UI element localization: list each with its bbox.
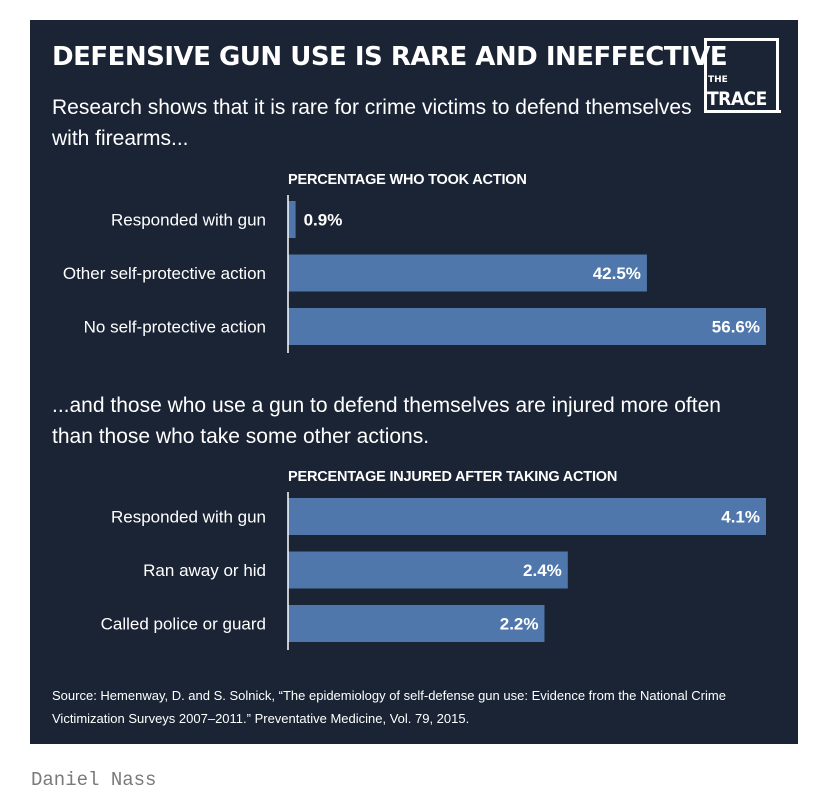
- chart-injured: Responded with gun 4.1% Ran away or hid 2.4…: [101, 492, 766, 650]
- infographic-title: DEFENSIVE GUN USE IS RARE AND INEFFECTIV…: [52, 42, 728, 72]
- the-trace-logo: THE TRACE: [704, 38, 784, 120]
- category-label: Other self-protective action: [63, 264, 266, 283]
- chart-2-title: PERCENTAGE INJURED AFTER TAKING ACTION: [288, 469, 618, 485]
- value-label: 2.2%: [500, 615, 539, 634]
- bar-0-2: [288, 308, 766, 345]
- category-label: Called police or guard: [101, 615, 266, 634]
- author-credit: Daniel Nass: [31, 769, 157, 791]
- category-label: No self-protective action: [84, 318, 266, 337]
- category-label: Responded with gun: [111, 508, 266, 527]
- bar-0-1: [288, 254, 647, 292]
- logo-trace-text: TRACE: [707, 88, 781, 113]
- bar-1-2: [288, 605, 545, 642]
- category-label: Responded with gun: [111, 211, 266, 230]
- value-label: 56.6%: [712, 318, 760, 337]
- category-label: Ran away or hid: [143, 561, 266, 580]
- subtitle-first: Research shows that it is rare for crime…: [52, 96, 692, 150]
- bar-1-0: [288, 498, 766, 535]
- chart-1-title: PERCENTAGE WHO TOOK ACTION: [288, 172, 527, 188]
- logo-the-text: THE: [708, 75, 728, 85]
- value-label: 0.9%: [304, 211, 343, 230]
- subtitle-second: ...and those who use a gun to defend the…: [52, 394, 721, 448]
- value-label: 2.4%: [523, 561, 562, 580]
- bar-0-0: [288, 201, 296, 238]
- bar-1-1: [288, 551, 568, 589]
- chart-took-action: Responded with gun 0.9% Other self-protect…: [63, 195, 766, 353]
- logo-frame: [704, 38, 779, 113]
- value-label: 4.1%: [721, 508, 760, 527]
- source-citation: Source: Hemenway, D. and S. Solnick, “Th…: [52, 688, 726, 726]
- infographic-panel: DEFENSIVE GUN USE IS RARE AND INEFFECTIV…: [30, 20, 798, 744]
- value-label: 42.5%: [593, 264, 641, 283]
